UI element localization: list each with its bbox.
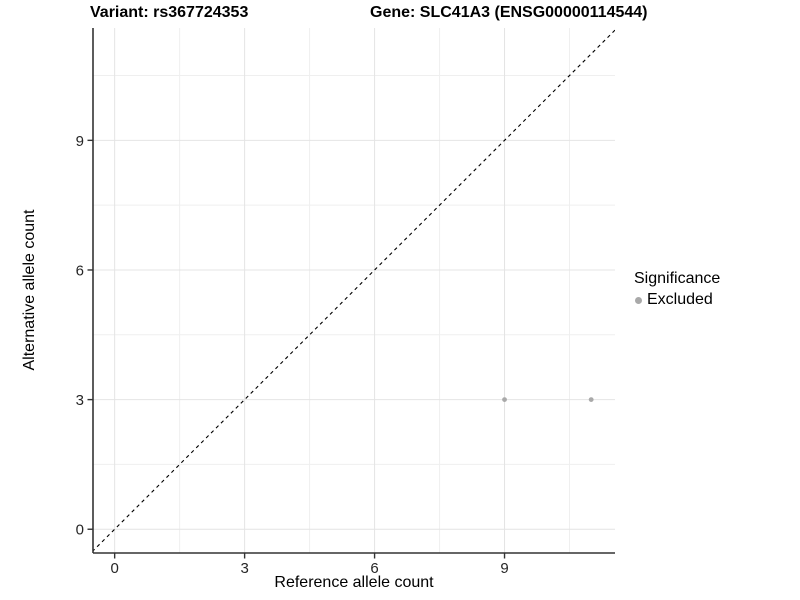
- axis-ticks: [87, 139, 506, 559]
- y-tick-label: 3: [76, 392, 84, 409]
- legend-entry-excluded: Excluded: [635, 291, 720, 309]
- data-point: [588, 397, 594, 403]
- data-point: [502, 397, 507, 403]
- x-tick-label: 3: [240, 560, 248, 577]
- data-points: [502, 397, 594, 403]
- identity-line: [93, 29, 615, 552]
- legend-circle-icon: [635, 296, 642, 304]
- legend-entry-label: Excluded: [647, 291, 713, 308]
- x-tick-label: 6: [370, 560, 378, 577]
- y-tick-label: 6: [76, 262, 84, 279]
- legend: Significance Excluded: [634, 270, 720, 309]
- plot-title-variant: Variant: rs367724353: [90, 4, 249, 21]
- x-tick-label: 9: [500, 560, 508, 577]
- tick-labels: 0 3 6 9 0 3 6 9: [76, 133, 509, 577]
- x-axis-title: Reference allele count: [274, 574, 434, 591]
- y-tick-label: 0: [76, 522, 84, 539]
- y-tick-label: 9: [76, 133, 84, 150]
- plot-title-gene: Gene: SLC41A3 (ENSG00000114544): [370, 4, 648, 21]
- gridlines-minor: [93, 28, 615, 553]
- axis-lines: [92, 28, 615, 554]
- legend-title: Significance: [634, 270, 721, 287]
- x-tick-label: 0: [110, 560, 118, 577]
- y-axis-title: Alternative allele count: [21, 209, 38, 371]
- gridlines-major: [93, 28, 615, 553]
